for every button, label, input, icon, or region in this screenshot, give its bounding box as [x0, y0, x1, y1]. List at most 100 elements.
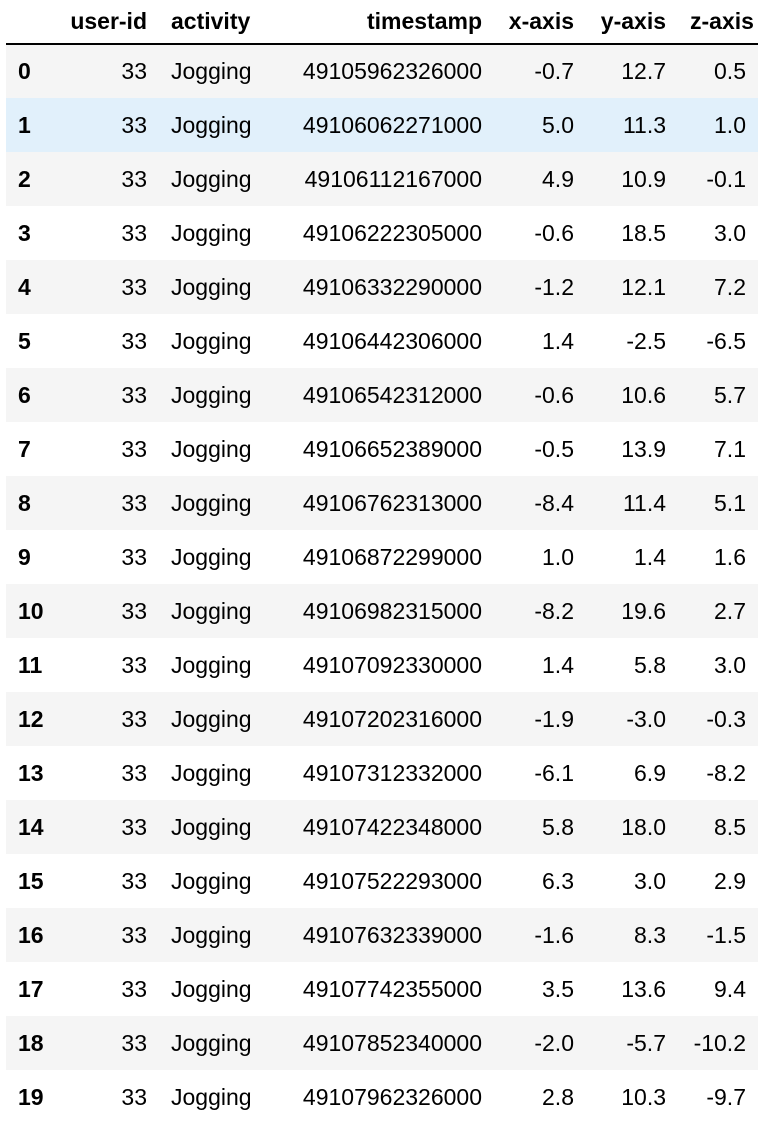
cell-timestamp: 49106112167000	[304, 165, 482, 192]
cell-user-id: 33	[121, 1083, 147, 1110]
cell-activity: Jogging	[171, 273, 252, 300]
cell-x-axis: 5.8	[542, 813, 574, 840]
cell-user-id: 33	[121, 543, 147, 570]
cell-user-id: 33	[121, 165, 147, 192]
cell-z-axis: 1.6	[714, 543, 746, 570]
cell-timestamp: 49106542312000	[302, 381, 482, 408]
cell-activity: Jogging	[171, 219, 252, 246]
cell-timestamp: 49106982315000	[302, 597, 482, 624]
cell-z-axis: 3.0	[714, 651, 746, 678]
table-row: 1 33 Jogging 49106062271000 5.0 11.3 1.0	[6, 98, 758, 152]
cell-y-axis: 12.1	[621, 273, 666, 300]
cell-timestamp: 49107962326000	[302, 1083, 482, 1110]
cell-x-axis: 2.8	[542, 1083, 574, 1110]
cell-x-axis: -8.4	[534, 489, 574, 516]
cell-user-id: 33	[121, 759, 147, 786]
cell-x-axis: -0.7	[534, 58, 574, 84]
table-row: 7 33 Jogging 49106652389000 -0.5 13.9 7.1	[6, 422, 758, 476]
cell-activity: Jogging	[171, 111, 252, 138]
row-index: 1	[18, 111, 31, 138]
row-index: 8	[18, 489, 31, 516]
cell-timestamp: 49106652389000	[302, 435, 482, 462]
table-row: 11 33 Jogging 49107092330000 1.4 5.8 3.0	[6, 638, 758, 692]
cell-z-axis: 7.1	[714, 435, 746, 462]
cell-x-axis: 1.4	[542, 651, 574, 678]
cell-z-axis: 3.0	[714, 219, 746, 246]
cell-timestamp: 49106762313000	[302, 489, 482, 516]
cell-x-axis: -0.5	[534, 435, 574, 462]
row-index: 7	[18, 435, 31, 462]
cell-z-axis: -0.1	[706, 165, 746, 192]
table-row: 17 33 Jogging 49107742355000 3.5 13.6 9.4	[6, 962, 758, 1016]
cell-timestamp: 49107742355000	[302, 975, 482, 1002]
row-index: 14	[18, 813, 44, 840]
cell-x-axis: -0.6	[534, 219, 574, 246]
cell-activity: Jogging	[171, 813, 252, 840]
cell-y-axis: 6.9	[634, 759, 666, 786]
cell-timestamp: 49107522293000	[302, 867, 482, 894]
table-row: 0 33 Jogging 49105962326000 -0.7 12.7 0.5	[6, 44, 758, 98]
table-row: 12 33 Jogging 49107202316000 -1.9 -3.0 -0.3	[6, 692, 758, 746]
cell-z-axis: 1.0	[714, 111, 746, 138]
cell-activity: Jogging	[171, 489, 252, 516]
row-index: 18	[18, 1029, 44, 1056]
header-x-axis: x-axis	[494, 0, 586, 45]
cell-activity: Jogging	[171, 435, 252, 462]
cell-activity: Jogging	[171, 759, 252, 786]
cell-x-axis: 6.3	[542, 867, 574, 894]
cell-timestamp: 49105962326000	[302, 58, 482, 84]
row-index: 4	[18, 273, 31, 300]
cell-user-id: 33	[121, 597, 147, 624]
cell-z-axis: 2.9	[714, 867, 746, 894]
cell-z-axis: 5.7	[714, 381, 746, 408]
cell-user-id: 33	[121, 111, 147, 138]
row-index: 0	[18, 58, 31, 84]
table-row: 16 33 Jogging 49107632339000 -1.6 8.3 -1.5	[6, 908, 758, 962]
cell-timestamp: 49107202316000	[302, 705, 482, 732]
cell-z-axis: 0.5	[714, 58, 746, 84]
cell-y-axis: 10.3	[621, 1083, 666, 1110]
header-row: user-id activity timestamp x-axis y-axis…	[6, 0, 758, 45]
table-row: 13 33 Jogging 49107312332000 -6.1 6.9 -8.2	[6, 746, 758, 800]
cell-user-id: 33	[121, 1029, 147, 1056]
cell-activity: Jogging	[171, 921, 252, 948]
cell-y-axis: 5.8	[634, 651, 666, 678]
cell-user-id: 33	[121, 813, 147, 840]
cell-x-axis: -2.0	[534, 1029, 574, 1056]
row-index: 5	[18, 327, 31, 354]
cell-user-id: 33	[121, 705, 147, 732]
cell-z-axis: 7.2	[714, 273, 746, 300]
table-header: user-id activity timestamp x-axis y-axis…	[6, 0, 758, 45]
cell-y-axis: 12.7	[621, 58, 666, 84]
header-user-id: user-id	[56, 0, 159, 45]
cell-x-axis: -8.2	[534, 597, 574, 624]
cell-activity: Jogging	[171, 58, 252, 84]
cell-y-axis: 18.5	[621, 219, 666, 246]
cell-user-id: 33	[121, 867, 147, 894]
cell-y-axis: 11.4	[622, 489, 666, 516]
table-row: 15 33 Jogging 49107522293000 6.3 3.0 2.9	[6, 854, 758, 908]
cell-x-axis: -1.2	[534, 273, 574, 300]
cell-activity: Jogging	[171, 705, 252, 732]
cell-z-axis: -9.7	[706, 1083, 746, 1110]
cell-activity: Jogging	[171, 381, 252, 408]
cell-timestamp: 49106872299000	[302, 543, 482, 570]
row-index: 19	[18, 1083, 44, 1110]
cell-z-axis: -10.2	[693, 1029, 746, 1056]
table-row: 9 33 Jogging 49106872299000 1.0 1.4 1.6	[6, 530, 758, 584]
table-row: 10 33 Jogging 49106982315000 -8.2 19.6 2.7	[6, 584, 758, 638]
row-index: 16	[18, 921, 44, 948]
row-index: 17	[18, 975, 44, 1002]
row-index: 9	[18, 543, 31, 570]
cell-timestamp: 49107852340000	[302, 1029, 482, 1056]
cell-user-id: 33	[121, 489, 147, 516]
cell-y-axis: -5.7	[626, 1029, 666, 1056]
cell-z-axis: 2.7	[714, 597, 746, 624]
cell-y-axis: 10.6	[621, 381, 666, 408]
table-row: 19 33 Jogging 49107962326000 2.8 10.3 -9.7	[6, 1070, 758, 1124]
header-timestamp: timestamp	[271, 0, 494, 45]
cell-x-axis: 5.0	[542, 111, 574, 138]
table-row: 3 33 Jogging 49106222305000 -0.6 18.5 3.0	[6, 206, 758, 260]
cell-y-axis: 13.6	[621, 975, 666, 1002]
